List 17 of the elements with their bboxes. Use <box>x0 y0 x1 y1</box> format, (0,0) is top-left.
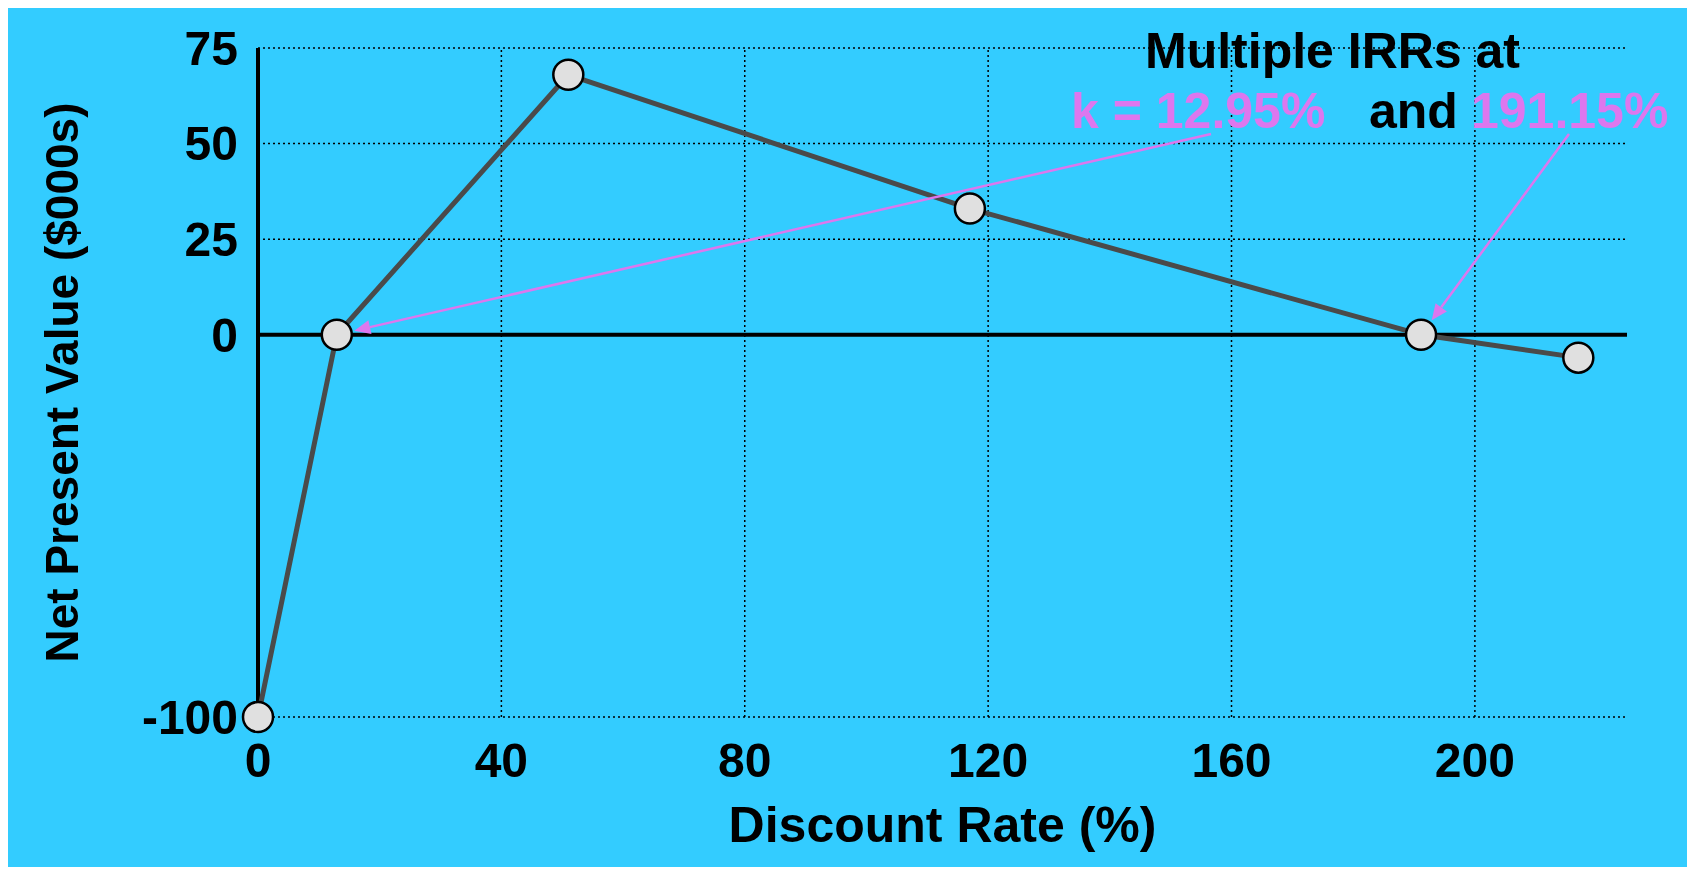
x-tick-label: 0 <box>244 734 272 787</box>
y-axis-title: Net Present Value ($000s) <box>36 102 88 663</box>
x-tick-label: 160 <box>1191 734 1272 787</box>
annotation: 191.15% <box>1471 83 1669 139</box>
y-tick-label: -100 <box>141 690 238 744</box>
y-tick-label: 50 <box>184 117 238 171</box>
annotation: k = 12.95% <box>1071 83 1326 139</box>
y-tick-label: 0 <box>211 308 238 362</box>
x-tick-label: 120 <box>948 734 1029 787</box>
x-axis-title: Discount Rate (%) <box>728 797 1157 853</box>
y-tick-label: 25 <box>184 212 238 266</box>
annotation: Multiple IRRs at <box>1145 23 1521 79</box>
y-tick-label: 75 <box>184 21 238 75</box>
x-tick-label: 80 <box>718 734 772 787</box>
x-tick-label: 40 <box>474 734 529 787</box>
annotation: and <box>1369 83 1458 139</box>
x-tick-label: 200 <box>1434 734 1515 787</box>
